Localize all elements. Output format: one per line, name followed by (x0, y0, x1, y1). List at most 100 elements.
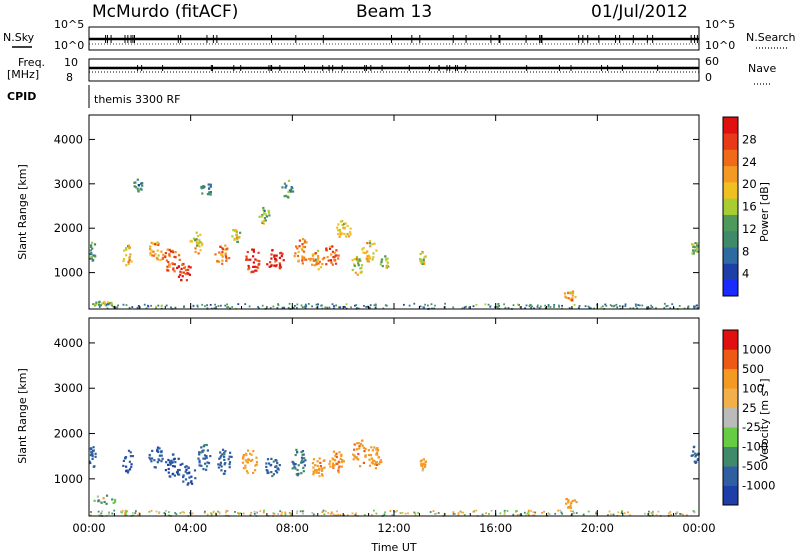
power-scatter-cluster-24 (690, 242, 700, 255)
power-scatter-cluster-21 (379, 255, 390, 269)
power-scatter-cluster-8 (200, 183, 212, 196)
velocity-cbar-tick-6: 500 (742, 362, 764, 376)
velocity-scatter-cluster-8 (241, 449, 258, 475)
power-ytick-0: 1000 (54, 266, 83, 280)
power-cbar-tick-6: 28 (742, 132, 757, 146)
power-scatter-cluster-17 (323, 245, 340, 266)
power-scatter-cluster-19 (351, 255, 364, 276)
velocity-scatter-cluster-17 (690, 445, 700, 464)
nsky-tick-top: 10^5 (54, 18, 84, 31)
power-scatter-cluster-18 (336, 220, 352, 238)
x-axis-label: Time UT (370, 541, 416, 554)
velocity-ylabel: Slant Range [km] (16, 368, 29, 464)
velocity-scatter-cluster-15 (419, 458, 427, 472)
velocity-cbar-tick-3: -25 (742, 420, 761, 434)
velocity-scatter-cluster-6 (197, 443, 212, 471)
velocity-cbar-tick-7: 1000 (742, 342, 771, 356)
velocity-scatter-cluster-2 (122, 449, 134, 474)
velocity-colorbar: -1000 -500 -100 -25 25 100 500 1000 (722, 329, 775, 506)
power-scatter-cluster-10 (231, 228, 242, 243)
velocity-ytick-3: 4000 (54, 336, 83, 350)
nsky-label: N.Sky (3, 31, 35, 44)
power-scatter-cluster-7 (189, 231, 204, 255)
power-ylabel: Slant Range [km] (16, 164, 29, 260)
power-scatter-cluster-12 (258, 206, 271, 225)
power-cbar-tick-1: 8 (742, 244, 749, 258)
velocity-scatter-cluster-13 (352, 439, 367, 468)
cpid-panel: CPID themis 3300 RF (7, 85, 181, 108)
velocity-xtick-4: 16:00 (479, 521, 512, 535)
freq-tick-bottom: 8 (66, 71, 73, 84)
velocity-xtick-6: 00:00 (682, 521, 715, 535)
power-cbar-tick-5: 24 (742, 155, 757, 169)
velocity-scatter-cluster-0 (88, 446, 97, 468)
power-cbar-tick-3: 16 (742, 200, 757, 214)
velocity-near-range-speckle (89, 509, 696, 517)
freq-label: Freq. (18, 56, 45, 69)
velocity-scatter-cluster-5 (182, 465, 197, 486)
noise-panel: N.Sky 10^5 10^0 10^5 10^0 N.Search (3, 18, 796, 52)
nsearch-tick-bottom: 10^0 (705, 39, 735, 52)
velocity-cbar-tick-0: -1000 (742, 479, 775, 493)
velocity-scatter-cluster-12 (328, 450, 345, 474)
power-scatter-cluster-4 (149, 241, 165, 262)
cpid-label: CPID (7, 90, 36, 103)
power-scatter-cluster-11 (245, 248, 261, 274)
velocity-scatter-cluster-14 (367, 446, 383, 470)
velocity-ytick-1: 2000 (54, 427, 83, 441)
velocity-scatter-cluster-4 (164, 453, 184, 478)
nave-label: Nave (748, 62, 776, 75)
velocity-cbar-tick-5: 100 (742, 381, 764, 395)
velocity-xtick-5: 20:00 (581, 521, 614, 535)
velocity-scatter-cluster-7 (217, 448, 233, 475)
velocity-cbar-label: Velocity [m s-1] (757, 378, 772, 461)
nave-tick-bottom: 0 (705, 71, 712, 84)
velocity-ytick-0: 1000 (54, 472, 83, 486)
velocity-scatter-cluster-3 (148, 446, 164, 469)
velocity-scatter-cluster-1 (93, 494, 117, 505)
cpid-value: themis 3300 RF (94, 93, 181, 106)
velocity-cbar-tick-4: 25 (742, 401, 757, 415)
velocity-scatter-cluster-9 (265, 457, 281, 478)
power-scatter-cluster-16 (308, 249, 324, 271)
velocity-xtick-3: 12:00 (377, 521, 410, 535)
power-ytick-3: 4000 (54, 132, 83, 146)
power-scatter-cluster-0 (89, 241, 97, 262)
beam-title: Beam 13 (356, 2, 432, 22)
power-scatter-cluster-14 (281, 179, 295, 199)
nave-tick-top: 60 (705, 55, 719, 68)
velocity-data (88, 439, 700, 517)
nsearch-tick-top: 10^5 (705, 18, 735, 31)
velocity-scatter-cluster-11 (311, 457, 326, 478)
power-scatter-cluster-22 (419, 251, 427, 265)
power-scatter-cluster-15 (293, 238, 308, 265)
power-cbar-tick-4: 20 (742, 177, 757, 191)
power-scatter-cluster-13 (266, 249, 285, 270)
power-cbar-tick-2: 12 (742, 222, 757, 236)
power-data (89, 178, 700, 310)
nsearch-label: N.Search (746, 31, 796, 44)
power-scatter-cluster-23 (563, 290, 577, 302)
power-ytick-2: 3000 (54, 177, 83, 191)
power-scatter-cluster-5 (161, 248, 181, 273)
velocity-scatter-cluster-10 (291, 448, 307, 477)
date-title: 01/Jul/2012 (591, 2, 688, 22)
velocity-scatter-cluster-16 (565, 497, 578, 509)
power-cbar-label: Power [dB] (758, 182, 771, 242)
velocity-xtick-1: 04:00 (174, 521, 207, 535)
velocity-xtick-2: 08:00 (276, 521, 309, 535)
freq-tick-top: 10 (64, 56, 78, 69)
power-panel: 1000 2000 3000 4000 Slant Range [km] 4 8 12 16… (16, 114, 771, 310)
power-scatter-cluster-6 (176, 262, 192, 282)
power-colorbar: 4 8 12 16 20 24 28 (722, 116, 757, 297)
power-cbar-tick-0: 4 (742, 267, 749, 281)
power-scatter-cluster-2 (122, 244, 133, 267)
power-scatter-cluster-1 (93, 300, 113, 307)
velocity-cbar-tick-1: -500 (742, 459, 768, 473)
velocity-ytick-2: 3000 (54, 381, 83, 395)
freq-panel: Freq. [MHz] 10 8 60 0 Nave (7, 55, 776, 85)
velocity-xtick-0: 00:00 (72, 521, 105, 535)
station-title: McMurdo (fitACF) (92, 2, 238, 22)
